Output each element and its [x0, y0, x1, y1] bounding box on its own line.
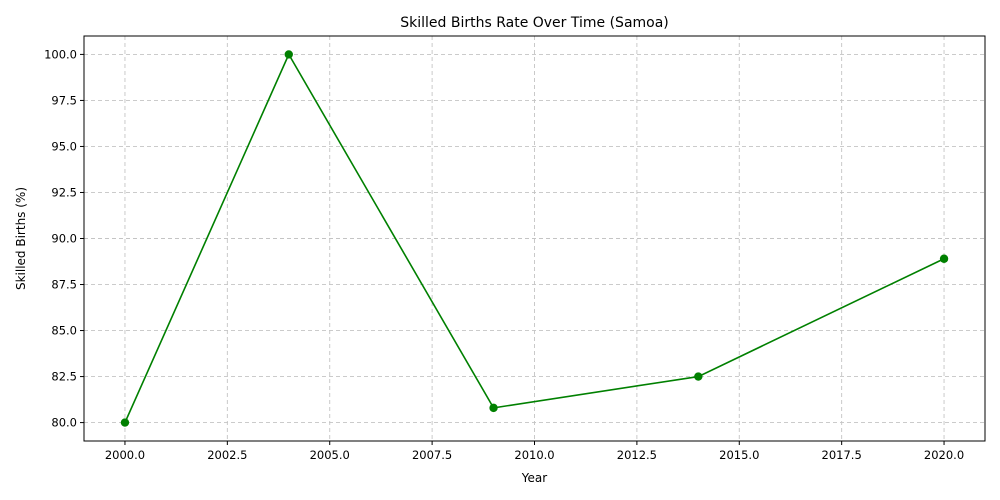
data-point: [939, 254, 949, 263]
y-tick-label: 90.0: [51, 232, 77, 246]
x-tick-label: 2017.5: [822, 448, 862, 462]
y-tick-label: 85.0: [51, 324, 77, 338]
x-tick-label: 2007.5: [412, 448, 452, 462]
y-tick-label: 82.5: [51, 370, 77, 384]
x-axis-ticks: 2000.0 2002.5 2005.0 2007.5 2010.0 2012.5 2015…: [105, 441, 964, 462]
x-tick-label: 2010.0: [514, 448, 554, 462]
y-tick-label: 97.5: [51, 93, 77, 107]
y-tick-label: 95.0: [51, 139, 77, 153]
y-axis-title: Skilled Births (%): [14, 187, 28, 290]
y-tick-label: 87.5: [51, 278, 77, 292]
x-tick-label: 2012.5: [617, 448, 657, 462]
x-tick-label: 2002.5: [207, 448, 247, 462]
x-tick-label: 2015.0: [719, 448, 759, 462]
x-tick-label: 2005.0: [310, 448, 350, 462]
data-point: [489, 403, 498, 413]
data-point: [120, 418, 130, 427]
grid-lines: [84, 36, 985, 441]
series-group: [120, 50, 949, 427]
chart-title: Skilled Births Rate Over Time (Samoa): [400, 15, 669, 31]
y-tick-label: 92.5: [51, 185, 77, 199]
x-axis-title: Year: [521, 471, 547, 485]
x-tick-label: 2020.0: [924, 448, 964, 462]
y-axis-ticks: 80.0 82.5 85.0 87.5 90.0 92.5 95.0 97.5 100.0: [44, 47, 84, 430]
y-tick-label: 100.0: [44, 47, 77, 61]
data-point: [694, 372, 703, 381]
data-point: [284, 50, 293, 59]
x-tick-label: 2000.0: [105, 448, 145, 462]
y-tick-label: 80.0: [51, 416, 77, 430]
